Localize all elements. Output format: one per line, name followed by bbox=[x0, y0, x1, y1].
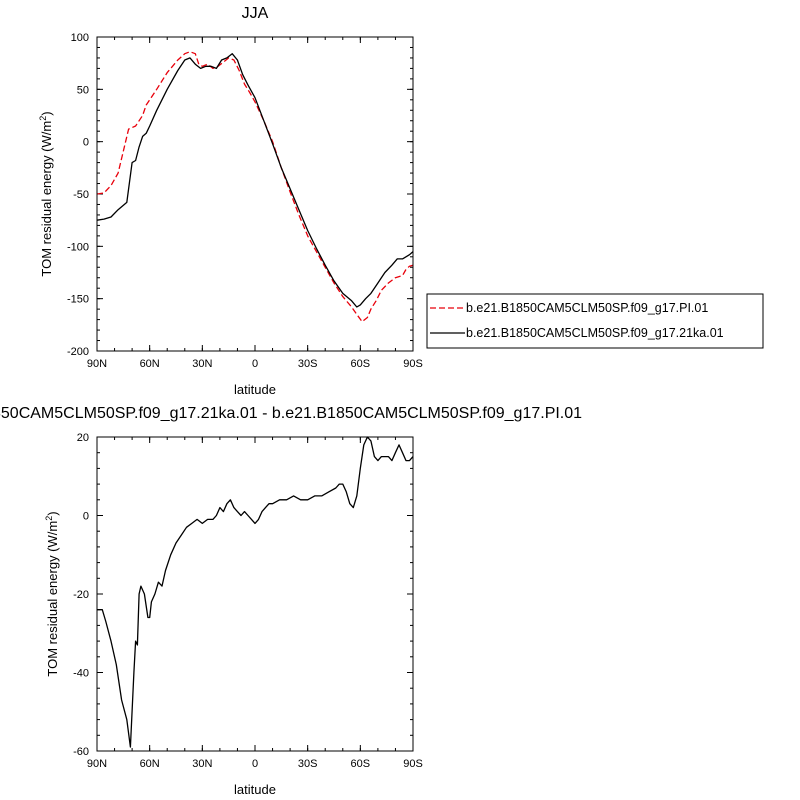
top-xtick-label: 90S bbox=[403, 358, 423, 370]
top-ytick-label: 0 bbox=[83, 137, 89, 149]
bottom-xtick-label: 60S bbox=[351, 758, 371, 770]
bottom-xtick-label: 90N bbox=[87, 758, 107, 770]
bottom-xtick-label: 90S bbox=[403, 758, 423, 770]
top-title: JJA bbox=[242, 5, 269, 22]
bottom-series-line-0 bbox=[97, 436, 414, 748]
bottom-lines bbox=[97, 436, 414, 748]
bottom-yaxis-label: TOM residual energy (W/m2) bbox=[44, 511, 60, 676]
bottom-plot-frame bbox=[96, 436, 414, 752]
top-ytick-label: -50 bbox=[73, 189, 89, 201]
legend: b.e21.B1850CAM5CLM50SP.f09_g17.PI.01 b.e… bbox=[426, 293, 764, 349]
bottom-panel: b.e21.B1850CAM5CLM50SP.f09_g17.21ka.01 -… bbox=[0, 405, 582, 797]
top-yaxis-label: TOM residual energy (W/m2) bbox=[38, 111, 54, 276]
bottom-ytick-label: 20 bbox=[77, 432, 89, 444]
top-xtick-label: 30S bbox=[298, 358, 318, 370]
top-xtick-label: 0 bbox=[252, 358, 258, 370]
bottom-xtick-label: 30S bbox=[298, 758, 318, 770]
top-series-line-1 bbox=[96, 53, 414, 308]
bottom-xtick-label: 60N bbox=[140, 758, 160, 770]
top-lines bbox=[96, 51, 414, 323]
top-ytick-label: 100 bbox=[71, 32, 89, 44]
top-panel: JJA 90N 60N 30N 0 30S 60S 90S 100 50 0 -50 -100 -150… bbox=[38, 5, 423, 397]
top-ytick-label: 50 bbox=[77, 84, 89, 96]
bottom-ytick-label: 0 bbox=[83, 511, 89, 523]
top-ytick-label: -200 bbox=[67, 346, 89, 358]
top-xtick-label: 60S bbox=[351, 358, 371, 370]
bottom-xaxis-label: latitude bbox=[234, 782, 276, 797]
top-xaxis-label: latitude bbox=[234, 382, 276, 397]
bottom-ytick-label: -20 bbox=[73, 589, 89, 601]
top-ticks: 90N 60N 30N 0 30S 60S 90S 100 50 0 -50 -100 -150 -200 bbox=[67, 32, 423, 370]
top-xtick-label: 30N bbox=[192, 358, 212, 370]
legend-label-pi: b.e21.B1850CAM5CLM50SP.f09_g17.PI.01 bbox=[466, 301, 708, 315]
top-xtick-label: 60N bbox=[140, 358, 160, 370]
top-series-line-0 bbox=[96, 51, 414, 323]
legend-box bbox=[426, 293, 764, 349]
bottom-title: b.e21.B1850CAM5CLM50SP.f09_g17.21ka.01 -… bbox=[0, 405, 582, 422]
top-ytick-label: -100 bbox=[67, 241, 89, 253]
top-ytick-label: -150 bbox=[67, 294, 89, 306]
bottom-ticks: 90N 60N 30N 0 30S 60S 90S 20 0 -20 -40 -60 bbox=[73, 432, 423, 770]
bottom-ytick-label: -60 bbox=[73, 746, 89, 758]
bottom-ytick-label: -40 bbox=[73, 668, 89, 680]
legend-label-21ka: b.e21.B1850CAM5CLM50SP.f09_g17.21ka.01 bbox=[466, 326, 724, 340]
top-xtick-label: 90N bbox=[87, 358, 107, 370]
bottom-xtick-label: 30N bbox=[192, 758, 212, 770]
top-plot-frame bbox=[96, 36, 414, 352]
bottom-xtick-label: 0 bbox=[252, 758, 258, 770]
